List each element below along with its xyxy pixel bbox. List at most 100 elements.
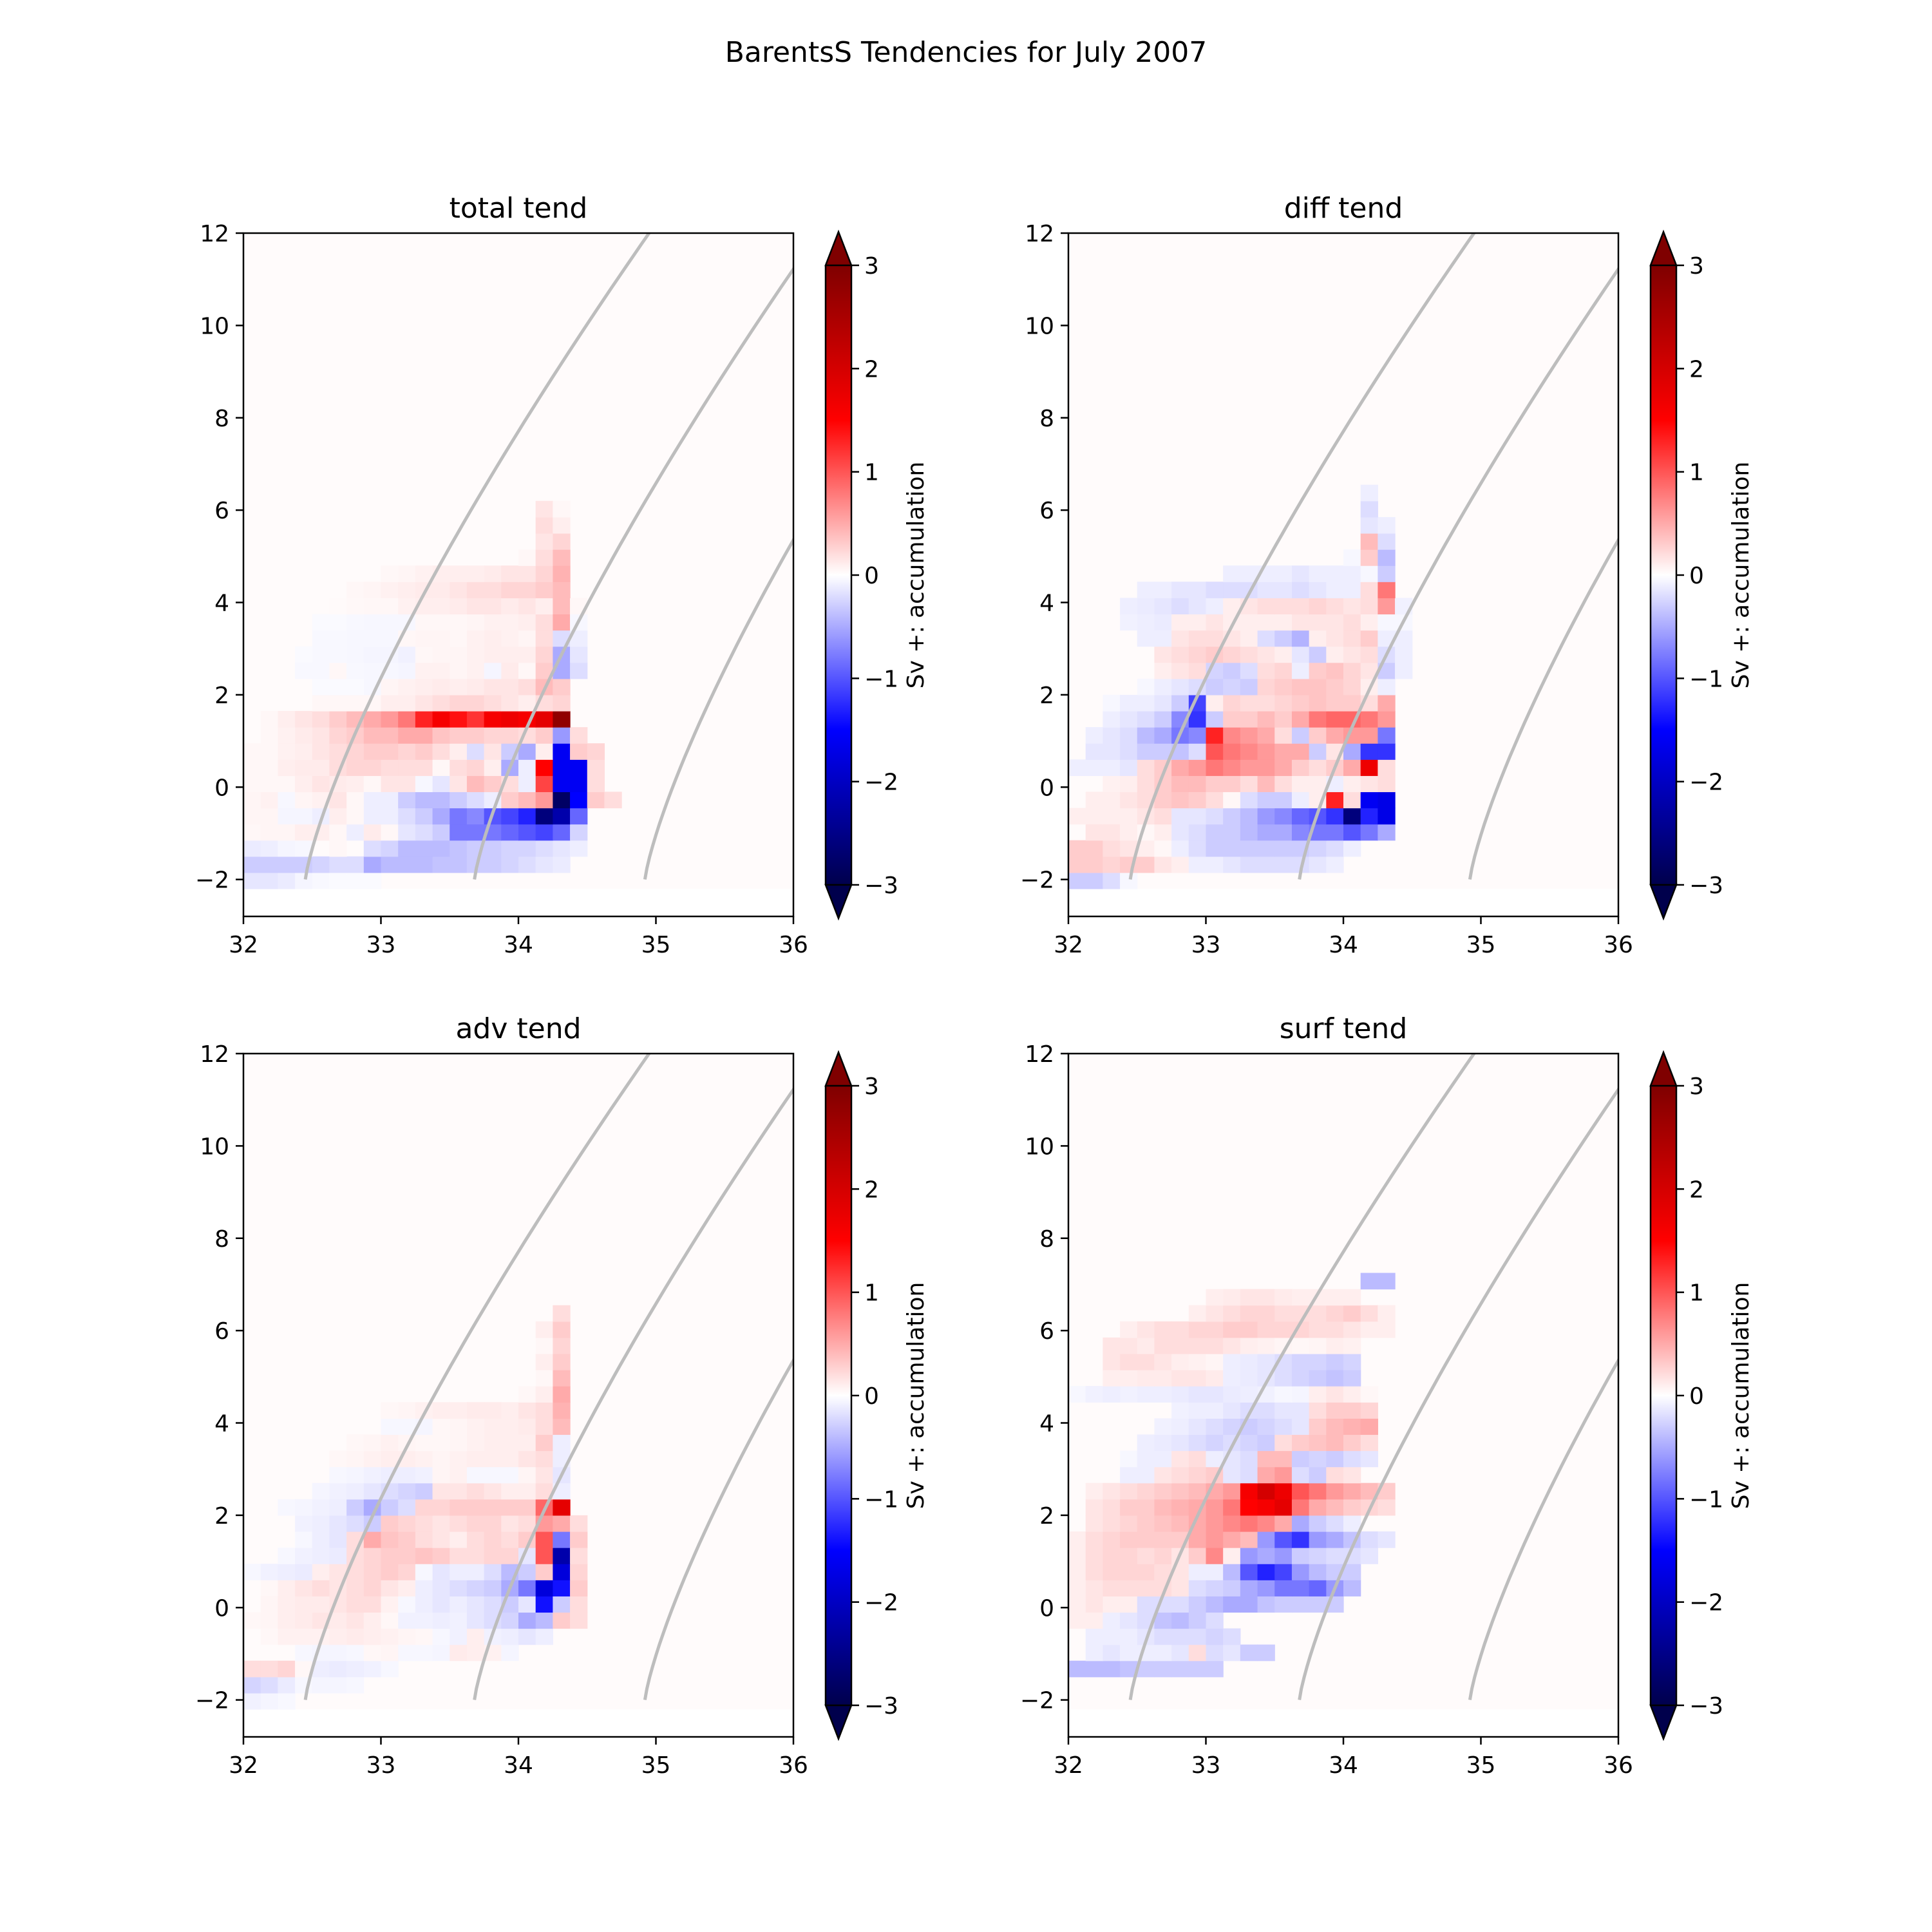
heatmap-cell: [1120, 1644, 1138, 1662]
heatmap-cell: [1343, 1580, 1361, 1596]
heatmap-cell: [1120, 710, 1138, 728]
heatmap-cell: [260, 791, 278, 809]
heatmap-cell: [398, 1644, 416, 1662]
heatmap-cell: [518, 1499, 536, 1516]
heatmap-cell: [243, 1692, 261, 1710]
heatmap-cell: [484, 1482, 502, 1500]
heatmap-cell: [501, 727, 519, 744]
heatmap-cell: [570, 1612, 588, 1629]
heatmap-cell: [518, 1515, 536, 1532]
heatmap-cell: [1154, 808, 1172, 825]
heatmap-cell: [501, 791, 519, 809]
heatmap-cell: [1171, 694, 1189, 712]
heatmap-cell: [501, 614, 519, 631]
heatmap-cell: [1154, 1450, 1172, 1468]
heatmap-cell: [381, 630, 399, 647]
heatmap-cell: [1103, 856, 1121, 873]
heatmap-cell: [553, 1612, 571, 1629]
heatmap-cell: [1360, 808, 1378, 825]
heatmap-cell: [1257, 775, 1275, 793]
heatmap-cell: [1120, 1515, 1138, 1532]
heatmap-cell: [1103, 824, 1121, 841]
heatmap-cell: [432, 808, 450, 825]
heatmap-cell: [329, 1515, 347, 1532]
heatmap-cell: [1206, 1548, 1224, 1564]
heatmap-cell: [1068, 1596, 1086, 1613]
heatmap-cell: [1274, 1434, 1293, 1452]
heatmap-cell: [415, 1531, 433, 1548]
heatmap-cell: [1326, 1418, 1344, 1435]
heatmap-cell: [381, 775, 399, 793]
heatmap-cell: [1257, 808, 1275, 825]
heatmap-cell: [1154, 1370, 1172, 1387]
heatmap-cell: [484, 1418, 502, 1435]
heatmap-cell: [501, 1644, 519, 1662]
heatmap-cell: [1343, 1370, 1361, 1387]
heatmap-cell: [432, 598, 450, 615]
heatmap-cell: [1137, 1337, 1155, 1354]
heatmap-cell: [518, 1402, 536, 1419]
heatmap-cell: [1378, 1273, 1396, 1290]
heatmap-cell: [1103, 872, 1121, 889]
heatmap-cell: [312, 710, 330, 728]
heatmap-cell: [1154, 840, 1172, 857]
heatmap-cell: [570, 1580, 588, 1596]
heatmap-cell: [398, 791, 416, 809]
heatmap-cell: [1360, 533, 1378, 550]
heatmap-cell: [1378, 759, 1396, 776]
heatmap-cell: [346, 1515, 365, 1532]
heatmap-cell: [535, 1386, 553, 1403]
heatmap-cell: [1188, 759, 1207, 776]
heatmap-cell: [363, 1434, 382, 1452]
heatmap-cell: [484, 694, 502, 712]
heatmap-cell: [1274, 710, 1293, 728]
heatmap-cell: [1188, 1450, 1207, 1468]
x-tick-label: 35: [641, 932, 671, 958]
colorbar-tick-label: −2: [864, 770, 898, 796]
heatmap-cell: [1188, 1418, 1207, 1435]
heatmap-cell: [1326, 808, 1344, 825]
heatmap-cell: [1171, 840, 1189, 857]
heatmap-cell: [432, 1450, 450, 1468]
heatmap-cell: [381, 582, 399, 598]
heatmap-cell: [1188, 1612, 1207, 1629]
heatmap-cell: [484, 840, 502, 857]
heatmap-cell: [1154, 710, 1172, 728]
heatmap-cell: [1103, 1660, 1121, 1678]
heatmap-cell: [1120, 1580, 1138, 1596]
heatmap-cell: [398, 759, 416, 776]
heatmap-cell: [260, 1676, 278, 1694]
heatmap-cell: [1274, 582, 1293, 598]
heatmap-cell: [1309, 1564, 1327, 1580]
heatmap-cell: [518, 840, 536, 857]
heatmap-cell: [432, 1434, 450, 1452]
heatmap-cell: [518, 1434, 536, 1452]
heatmap-cell: [518, 775, 536, 793]
heatmap-cell: [1326, 630, 1344, 647]
heatmap-cell: [535, 856, 553, 873]
heatmap-cell: [1326, 710, 1344, 728]
heatmap-cell: [1274, 1289, 1293, 1306]
heatmap-cell: [484, 775, 502, 793]
heatmap-cell: [1240, 678, 1258, 696]
heatmap-cell: [312, 856, 330, 873]
heatmap-cell: [1206, 1644, 1224, 1662]
heatmap-cell: [346, 872, 365, 889]
x-tick-label: 34: [504, 932, 533, 958]
heatmap-cell: [1274, 775, 1293, 793]
contour-line: [1298, 266, 1618, 880]
heatmap-cell: [1223, 727, 1241, 744]
heatmap-cell: [501, 582, 519, 598]
heatmap-cell: [381, 1564, 399, 1580]
heatmap-cell: [1360, 743, 1378, 760]
heatmap-cell: [1223, 1564, 1241, 1580]
heatmap-cell: [1206, 1660, 1224, 1678]
heatmap-cell: [278, 710, 296, 728]
heatmap-cell: [1103, 1596, 1121, 1613]
heatmap-cell: [518, 1564, 536, 1580]
heatmap-cell: [450, 791, 468, 809]
heatmap-cell: [1378, 1499, 1396, 1516]
heatmap-cell: [501, 1418, 519, 1435]
